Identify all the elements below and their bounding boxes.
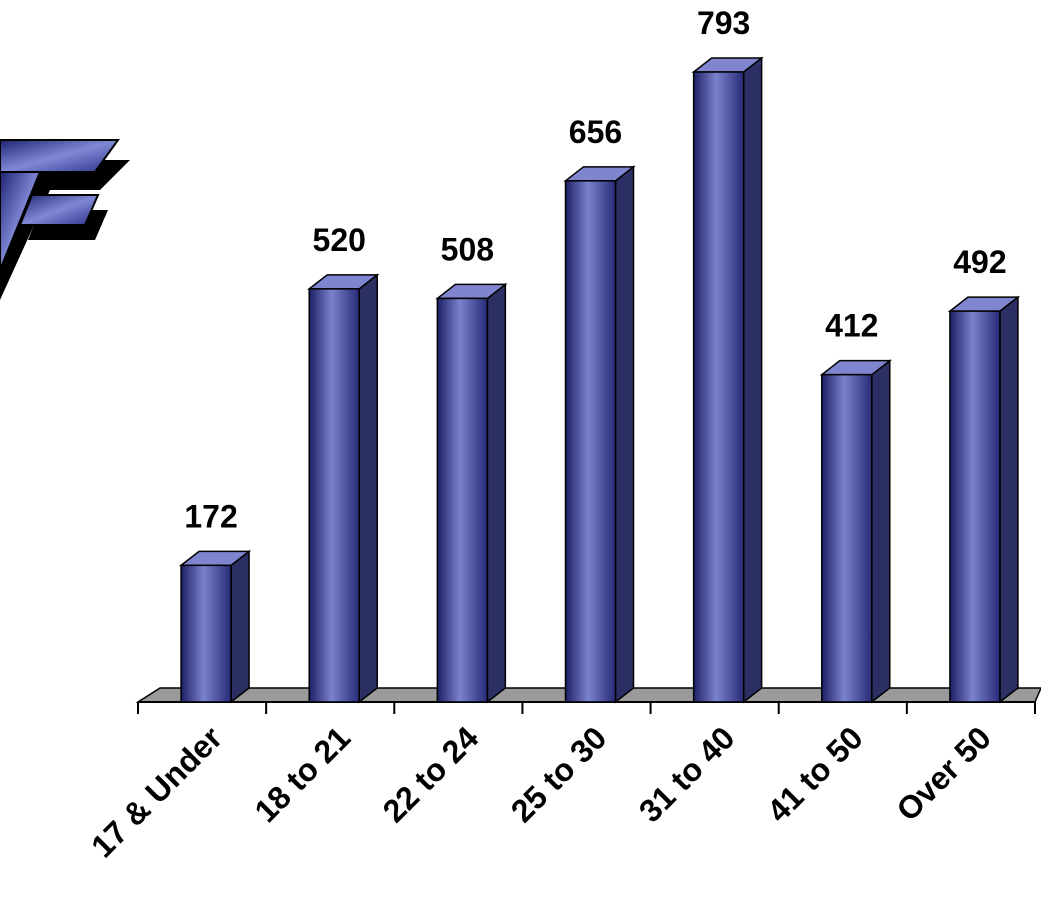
bar [947,295,1021,704]
bar-front [692,71,745,703]
bar-side [742,56,763,704]
bar-front [949,310,1001,703]
data-label: 172 [184,498,237,534]
bar-side [614,165,635,704]
x-tick-label: 31 to 40 [632,719,742,829]
data-label: 520 [313,222,366,258]
bar [819,359,892,704]
bar-front [436,297,489,703]
bar-front [821,373,873,703]
x-tick-label: 18 to 21 [247,719,357,829]
bar-side [999,295,1019,704]
bar-series [178,56,1021,704]
data-label: 492 [953,244,1006,280]
logo-icon [0,139,130,300]
bar-front [564,180,617,703]
bar-side [871,359,891,704]
data-label: 656 [569,114,622,150]
bar [307,273,380,704]
bar [435,282,508,704]
data-labels: 172 520 508 656 793 412 492 [184,5,1006,534]
bar-side [358,273,378,704]
data-label: 412 [825,308,878,344]
data-label: 793 [697,5,750,41]
bar-front [308,288,360,703]
bar [178,549,252,704]
x-tick-label: 25 to 30 [504,719,614,829]
bar [691,56,764,704]
bar-front [180,564,232,703]
bar-side [230,549,250,704]
x-tick-label: 41 to 50 [760,719,870,829]
x-axis-tick-labels: 17 & Under 18 to 21 22 to 24 25 to 30 31 to … [84,719,998,864]
bar-side [486,282,507,704]
x-tick-label: 17 & Under [84,719,229,864]
x-axis-ticks [137,702,1036,714]
bar [563,165,636,704]
x-tick-label: 22 to 24 [376,719,486,829]
data-label: 508 [441,231,494,267]
x-tick-label: Over 50 [889,719,997,827]
